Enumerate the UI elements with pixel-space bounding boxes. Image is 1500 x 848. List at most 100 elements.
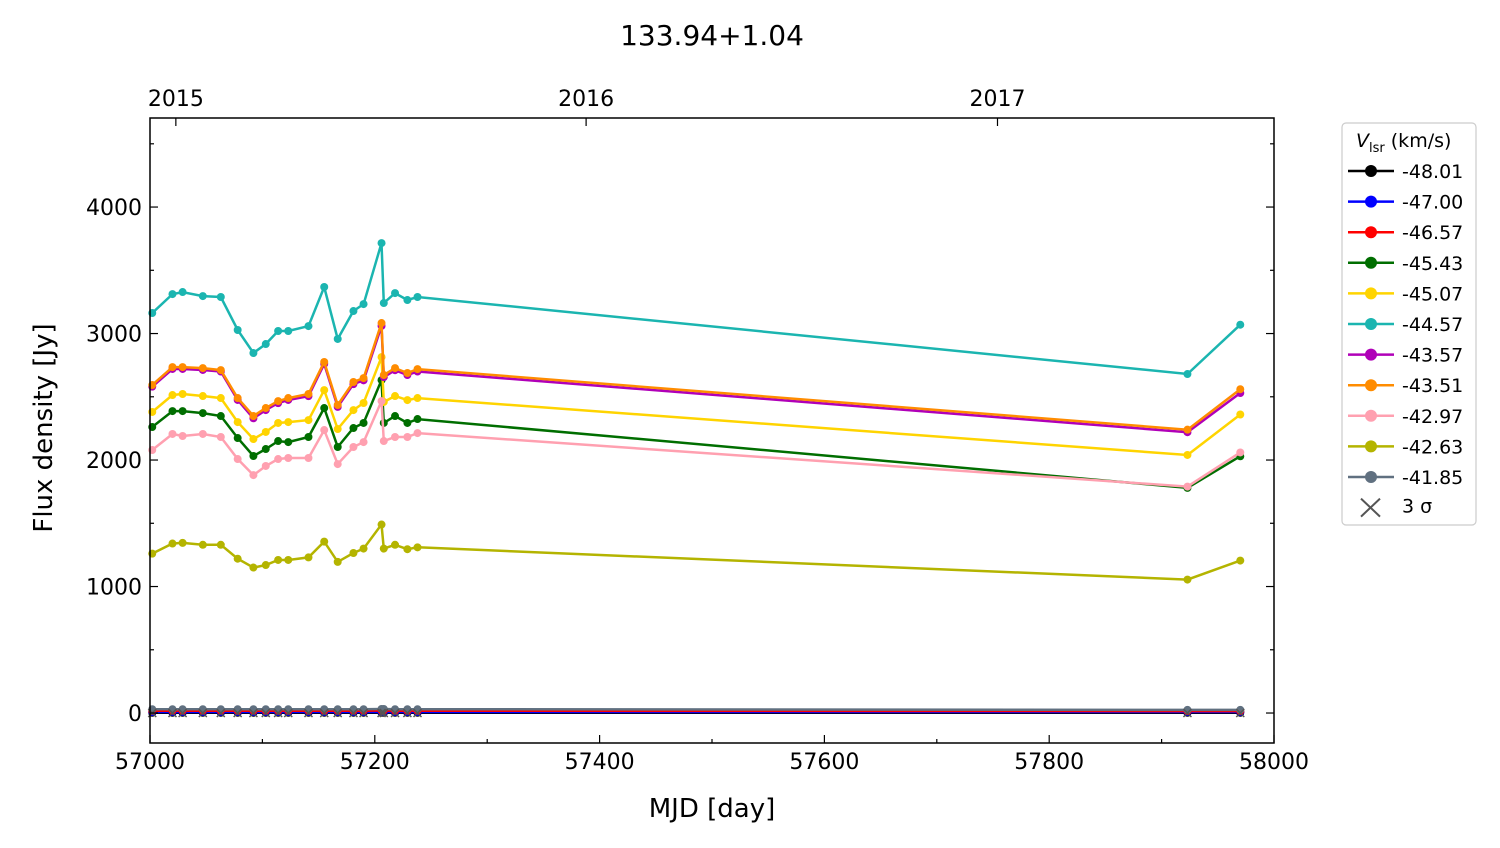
data-point xyxy=(349,424,358,433)
data-point xyxy=(349,443,358,452)
data-point xyxy=(403,433,412,442)
data-point xyxy=(233,326,242,335)
data-point xyxy=(304,390,313,399)
data-point xyxy=(274,437,283,446)
series-line xyxy=(151,322,1242,431)
series--43.51 xyxy=(148,319,1245,434)
data-point xyxy=(333,443,342,452)
legend-marker xyxy=(1365,379,1377,392)
data-point xyxy=(359,300,368,309)
data-point xyxy=(233,554,242,563)
series-line xyxy=(152,707,1241,712)
data-point xyxy=(413,543,422,552)
data-point xyxy=(359,398,368,407)
data-point xyxy=(249,451,258,460)
sigma-marker xyxy=(273,708,283,718)
data-point xyxy=(249,412,258,421)
legend-marker xyxy=(1365,409,1377,422)
data-point xyxy=(320,358,329,367)
sigma-marker xyxy=(261,708,271,718)
legend-marker xyxy=(1365,440,1377,453)
data-point xyxy=(216,394,225,403)
sigma-marker xyxy=(167,708,178,718)
data-point xyxy=(274,455,283,464)
top-tick-label: 2017 xyxy=(969,87,1025,112)
y-tick-label: 4000 xyxy=(86,196,142,221)
data-point xyxy=(284,555,293,564)
data-point xyxy=(1183,450,1192,459)
data-point xyxy=(168,290,177,299)
data-point xyxy=(377,319,386,328)
data-point xyxy=(261,445,270,454)
data-point xyxy=(261,427,270,436)
y-tick-label: 1000 xyxy=(86,576,142,601)
data-point xyxy=(249,349,258,358)
data-point xyxy=(349,549,358,558)
legend-marker xyxy=(1365,348,1377,361)
data-point xyxy=(261,461,270,470)
legend-sigma-label: 3 σ xyxy=(1402,496,1432,518)
y-tick-label: 3000 xyxy=(86,323,142,348)
legend-marker xyxy=(1365,287,1377,300)
data-point xyxy=(403,396,412,405)
data-point xyxy=(413,292,422,301)
data-point xyxy=(233,434,242,443)
data-point xyxy=(413,394,422,403)
legend-sigma-icon xyxy=(1360,497,1381,518)
x-tick-label: 57600 xyxy=(789,750,859,775)
chart-title: 133.94+1.04 xyxy=(620,19,804,52)
data-point xyxy=(320,386,329,395)
data-point xyxy=(377,520,386,529)
series-line xyxy=(151,521,1241,581)
legend-entry: -42.97 xyxy=(1348,406,1463,428)
data-point xyxy=(391,540,400,549)
data-point xyxy=(391,289,400,298)
sigma-marker xyxy=(333,708,343,718)
series--44.57 xyxy=(148,239,1245,379)
data-point xyxy=(198,364,207,373)
data-point xyxy=(1236,320,1245,329)
sigma-marker xyxy=(1182,708,1192,718)
data-point xyxy=(1236,556,1245,565)
data-point xyxy=(198,540,207,549)
legend-label: -42.97 xyxy=(1402,406,1463,428)
data-point xyxy=(391,433,400,442)
legend-marker xyxy=(1365,256,1377,269)
data-point xyxy=(274,418,283,427)
data-point xyxy=(274,555,283,564)
series-line xyxy=(151,379,1241,490)
data-point xyxy=(274,327,283,336)
data-point xyxy=(216,412,225,421)
data-point xyxy=(333,425,342,434)
legend-label: -47.00 xyxy=(1402,192,1463,214)
data-point xyxy=(333,334,342,343)
data-point xyxy=(320,426,329,435)
data-point xyxy=(403,369,412,378)
data-point xyxy=(233,455,242,464)
data-point xyxy=(216,366,225,375)
data-point xyxy=(168,429,177,438)
y-tick-label: 2000 xyxy=(86,449,142,474)
data-point xyxy=(304,553,313,562)
legend-entry: -44.57 xyxy=(1348,314,1463,336)
sigma-markers xyxy=(147,708,1245,718)
data-point xyxy=(379,371,388,380)
data-point xyxy=(320,282,329,291)
data-point xyxy=(216,433,225,442)
data-point xyxy=(391,364,400,373)
series-line xyxy=(151,400,1241,488)
data-point xyxy=(403,545,412,554)
legend-label: -41.85 xyxy=(1402,467,1463,489)
data-point xyxy=(320,404,329,413)
data-point xyxy=(333,557,342,566)
data-point xyxy=(168,539,177,548)
x-tick-label: 57400 xyxy=(565,750,635,775)
data-point xyxy=(284,438,293,447)
data-point xyxy=(274,397,283,406)
data-point xyxy=(413,415,422,424)
x-tick-label: 57200 xyxy=(340,750,410,775)
data-point xyxy=(198,429,207,438)
sigma-marker xyxy=(248,708,258,718)
